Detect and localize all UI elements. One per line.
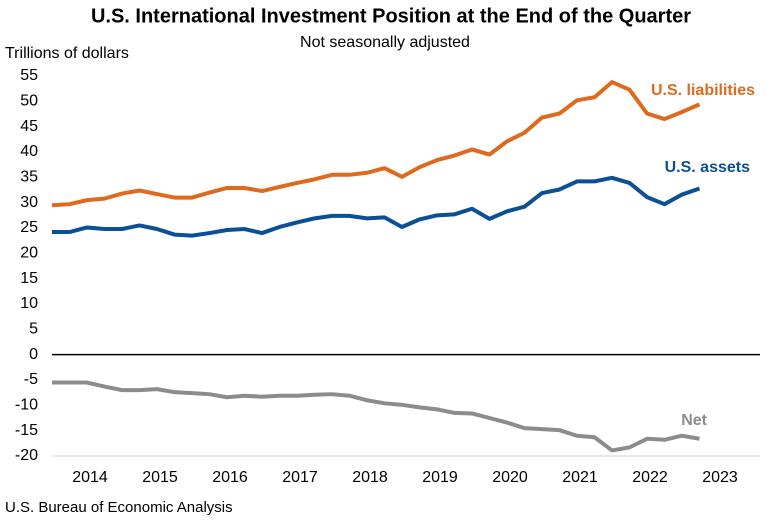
y-tick-label: 50 bbox=[20, 93, 38, 110]
series-line bbox=[52, 175, 701, 238]
series-line bbox=[51, 80, 701, 208]
y-tick-label: -5 bbox=[24, 371, 38, 388]
y-tick-label: 0 bbox=[29, 346, 38, 363]
x-tick-label: 2020 bbox=[492, 469, 528, 486]
series-label: U.S. assets bbox=[665, 159, 750, 176]
y-axis-label: Trillions of dollars bbox=[5, 45, 129, 62]
y-tick-label: 25 bbox=[20, 219, 38, 236]
series-label: U.S. liabilities bbox=[651, 82, 755, 99]
x-tick-label: 2021 bbox=[562, 469, 598, 486]
y-tick-label: 45 bbox=[20, 118, 38, 135]
x-tick-label: 2019 bbox=[422, 469, 458, 486]
y-tick-label: 15 bbox=[20, 270, 38, 287]
y-tick-label: -20 bbox=[15, 447, 38, 464]
x-tick-label: 2014 bbox=[72, 469, 108, 486]
y-tick-label: 10 bbox=[20, 295, 38, 312]
y-tick-label: 35 bbox=[20, 169, 38, 186]
x-tick-label: 2022 bbox=[632, 469, 668, 486]
y-tick-label: 40 bbox=[20, 143, 38, 160]
series-label: Net bbox=[681, 412, 707, 429]
y-tick-label: 55 bbox=[20, 67, 38, 84]
y-tick-label: 20 bbox=[20, 245, 38, 262]
y-tick-label: -10 bbox=[15, 397, 38, 414]
source: U.S. Bureau of Economic Analysis bbox=[5, 499, 233, 516]
y-tick-label: 30 bbox=[20, 194, 38, 211]
series-line bbox=[52, 380, 700, 453]
y-tick-label: 5 bbox=[29, 321, 38, 338]
x-tick-label: 2023 bbox=[702, 469, 738, 486]
chart-title: U.S. International Investment Position a… bbox=[91, 5, 691, 27]
x-tick-label: 2015 bbox=[142, 469, 178, 486]
x-tick-label: 2018 bbox=[352, 469, 388, 486]
x-tick-label: 2016 bbox=[212, 469, 248, 486]
chart-subtitle: Not seasonally adjusted bbox=[300, 34, 470, 51]
y-tick-label: -15 bbox=[15, 422, 38, 439]
x-tick-label: 2017 bbox=[282, 469, 318, 486]
